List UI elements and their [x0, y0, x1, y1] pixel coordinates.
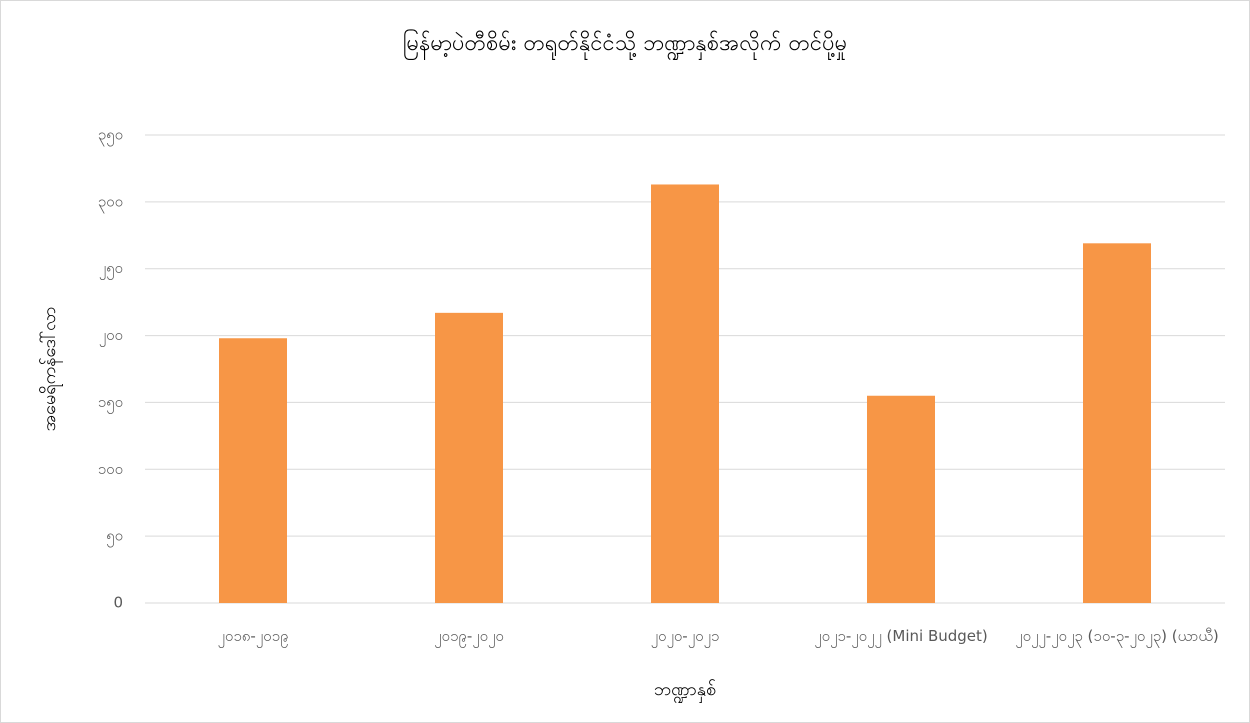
y-tick-label: ၁၅၀ [98, 393, 123, 414]
bar [1083, 243, 1151, 603]
y-tick-label: 0 [113, 594, 123, 612]
x-tick-label: ၂၀၂၂-၂၀၂၃ (၁၀-၃-၂၀၂၃) (ယာယီ) [1015, 627, 1219, 645]
chart-title: မြန်မာ့ပဲတီစိမ်း တရုတ်နိုင်ငံသို့ ဘဏ္ဍာန… [403, 29, 847, 61]
x-tick-label: ၂၀၂၀-၂၀၂၁ [650, 627, 720, 645]
bar [219, 338, 287, 603]
y-tick-label: ၂၅၀ [99, 259, 123, 280]
y-axis-label: အမေရိကန်ဒေါ်လာ [39, 307, 63, 432]
x-tick-label: ၂၀၁၈-၂၀၁၉ [217, 627, 289, 645]
bar [435, 312, 503, 603]
y-tick-label: ၁၀၀ [98, 460, 123, 478]
y-tick-label: ၃၅၀ [98, 126, 123, 147]
x-tick-label: ၂၀၂၁-၂၀၂၂ (Mini Budget) [814, 627, 988, 645]
y-tick-label: ၂၀၀ [99, 326, 123, 347]
x-axis-label: ဘဏ္ဍာနှစ် [654, 679, 716, 703]
bar [651, 184, 719, 603]
y-tick-label: ၃၀၀ [98, 192, 123, 213]
x-tick-label: ၂၀၁၉-၂၀၂၀ [434, 627, 504, 645]
y-tick-label: ၅၀ [106, 527, 123, 548]
bar [867, 395, 935, 603]
